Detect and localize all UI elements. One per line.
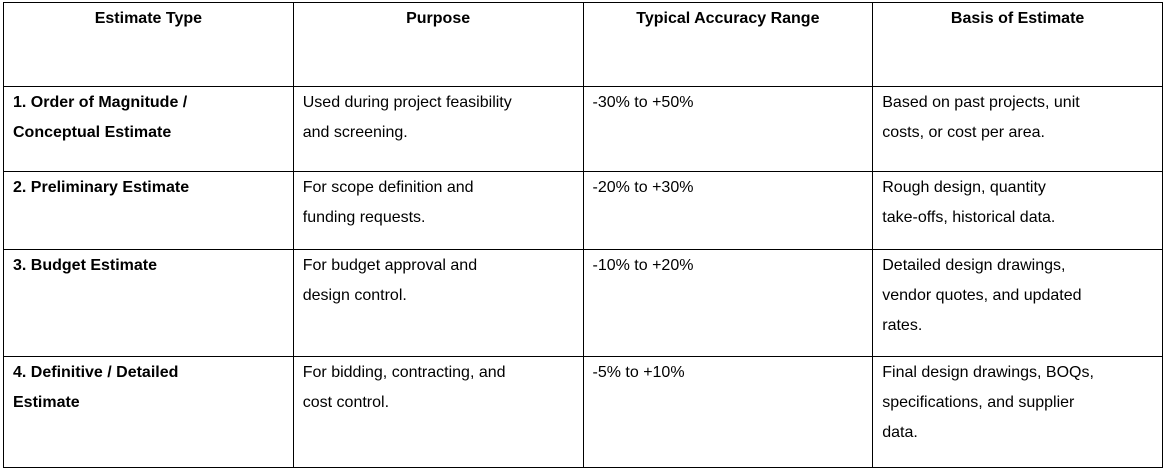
table-header-row: Estimate Type Purpose Typical Accuracy R… <box>3 2 1163 87</box>
table-row-order-of-magnitude: 1. Order of Magnitude / Conceptual Estim… <box>3 86 1163 172</box>
column-header-estimate-type: Estimate Type <box>3 2 294 87</box>
cell-estimate-type: 3. Budget Estimate <box>3 249 294 357</box>
cell-purpose: Used during project feasibility and scre… <box>292 86 584 172</box>
table-row-budget: 3. Budget Estimate For budget approval a… <box>3 249 1163 357</box>
cell-purpose: For bidding, contracting, and cost contr… <box>292 356 584 468</box>
cell-purpose: For scope definition and funding request… <box>292 171 584 250</box>
cell-purpose: For budget approval and design control. <box>292 249 584 357</box>
table-row-preliminary: 2. Preliminary Estimate For scope defini… <box>3 171 1163 250</box>
cell-accuracy-range: -5% to +10% <box>582 356 874 468</box>
cell-estimate-type: 4. Definitive / Detailed Estimate <box>3 356 294 468</box>
cell-basis: Final design drawings, BOQs, specificati… <box>872 356 1163 468</box>
table-row-definitive: 4. Definitive / Detailed Estimate For bi… <box>3 356 1163 468</box>
cell-accuracy-range: -10% to +20% <box>582 249 874 357</box>
column-header-purpose: Purpose <box>292 2 584 87</box>
column-header-accuracy-range: Typical Accuracy Range <box>582 2 874 87</box>
cell-basis: Based on past projects, unit costs, or c… <box>872 86 1163 172</box>
cell-estimate-type: 2. Preliminary Estimate <box>3 171 294 250</box>
estimate-types-table: Estimate Type Purpose Typical Accuracy R… <box>3 2 1163 468</box>
cell-basis: Detailed design drawings, vendor quotes,… <box>872 249 1163 357</box>
cell-basis: Rough design, quantity take-offs, histor… <box>872 171 1163 250</box>
cell-estimate-type: 1. Order of Magnitude / Conceptual Estim… <box>3 86 294 172</box>
cell-accuracy-range: -20% to +30% <box>582 171 874 250</box>
cell-accuracy-range: -30% to +50% <box>582 86 874 172</box>
column-header-basis: Basis of Estimate <box>872 2 1163 87</box>
